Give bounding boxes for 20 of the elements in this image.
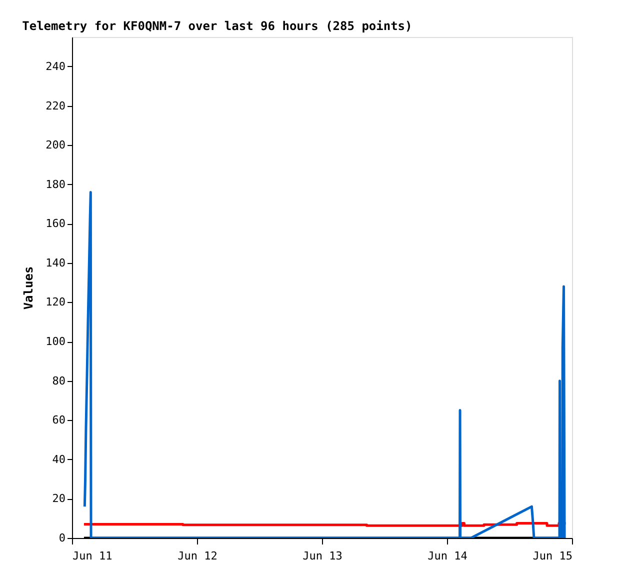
y-tick-label: 200 (46, 138, 66, 152)
y-tick-label: 160 (46, 217, 66, 230)
y-axis-title: Values (22, 266, 36, 310)
y-tick-label: 40 (52, 452, 66, 466)
y-tick-label: 0 (58, 532, 66, 544)
chart-title: Telemetry for KF0QNM-7 over last 96 hours (285 points) (22, 19, 412, 33)
y-tick-label: 20 (52, 492, 66, 506)
x-tick-label: Jun 14 (428, 550, 468, 562)
y-tick-label: 180 (46, 178, 66, 191)
y-tick-label: 80 (52, 374, 66, 388)
y-tick-label: 240 (46, 60, 66, 73)
y-tick-label: 100 (46, 335, 66, 348)
x-tick-label: Jun 12 (178, 550, 218, 562)
x-tick-label: Jun 11 (72, 550, 112, 562)
x-tick-label: Jun 15 (532, 550, 572, 562)
x-tick-label: Jun 13 (302, 550, 342, 562)
y-tick-label: 220 (46, 99, 66, 112)
y-tick-label: 60 (52, 414, 66, 427)
y-tick-label: 140 (46, 256, 66, 270)
y-tick-label: 120 (46, 296, 66, 309)
